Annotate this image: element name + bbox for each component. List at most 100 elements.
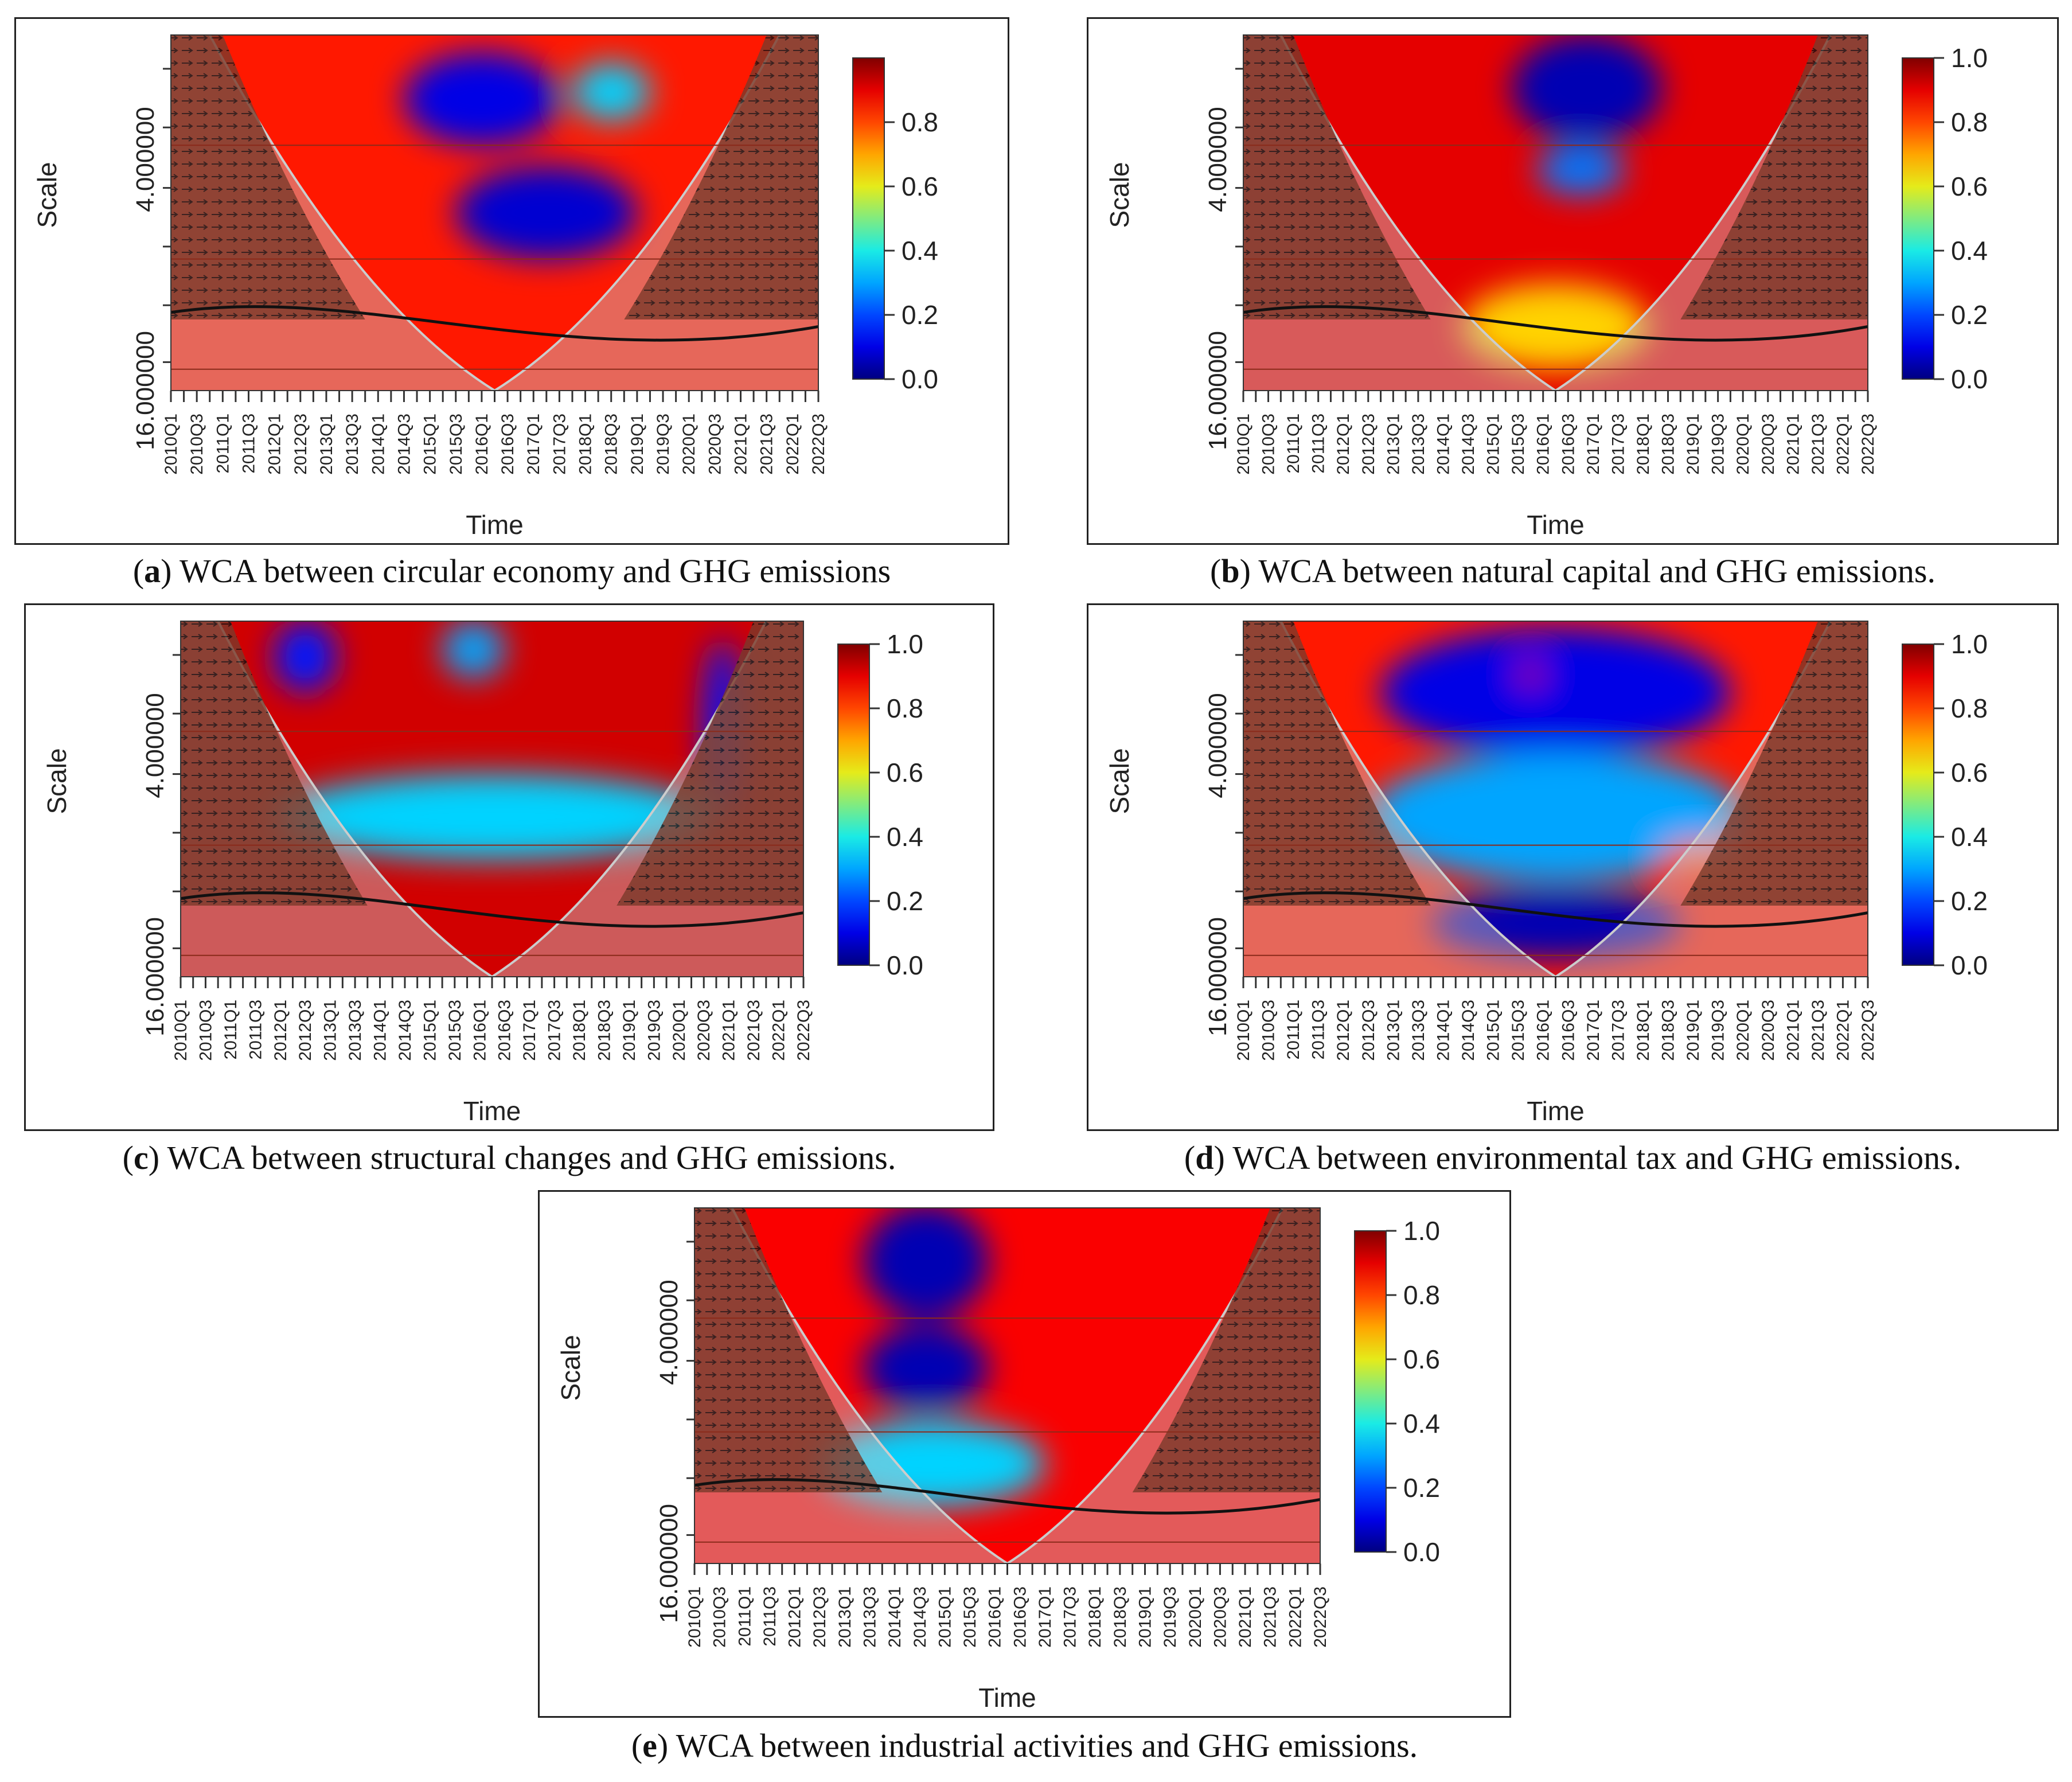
- colorbar-tick-label: 0.4: [1951, 236, 1988, 266]
- coherence-region-3: [274, 774, 711, 860]
- colorbar-tick-label: 0.4: [902, 236, 938, 266]
- colorbar-tick-label: 0.6: [1403, 1344, 1440, 1374]
- x-tick-label: 2020Q1: [670, 1000, 689, 1061]
- phase-arrows-right: [1680, 35, 1868, 319]
- significance-contour: [181, 891, 803, 928]
- x-axis-label: Time: [978, 1683, 1036, 1713]
- x-tick-label: 2013Q1: [1384, 1000, 1403, 1061]
- x-tick-label: 2014Q3: [396, 1000, 415, 1061]
- x-tick-label: 2010Q3: [188, 414, 206, 475]
- x-tick-label: 2012Q3: [1359, 414, 1378, 475]
- x-tick-label: 2020Q3: [1759, 1000, 1778, 1061]
- colorbar: [852, 57, 885, 380]
- x-tick-label: 2020Q1: [1734, 1000, 1753, 1061]
- caption-a-text: WCA between circular economy and GHG emi…: [179, 552, 891, 590]
- x-tick-label: 2014Q1: [1434, 1000, 1453, 1061]
- coherence-region-3: [455, 166, 637, 259]
- x-tick-label: 2017Q1: [1584, 414, 1603, 475]
- x-tick-label: 2010Q1: [171, 1000, 190, 1061]
- x-tick-label: 2021Q1: [720, 1000, 739, 1061]
- y-axis-label: Scale: [32, 162, 62, 228]
- wca-chart-d: 4.000000 16.000000 Scale 2010Q1 2010Q3 2011Q1…: [1105, 621, 1988, 1126]
- colorbar-tick-label: 0.6: [887, 758, 923, 787]
- phase-arrows-left: [181, 621, 368, 906]
- x-tick-label: 2010Q1: [1234, 1000, 1253, 1061]
- x-tick-label: 2015Q1: [420, 1000, 439, 1061]
- colorbar-tick-label: 0.8: [1403, 1280, 1440, 1310]
- x-tick-label: 2022Q1: [1833, 414, 1852, 475]
- x-tick-label: 2017Q3: [1061, 1586, 1080, 1648]
- colorbar-tick-label: 1.0: [1951, 629, 1988, 659]
- colorbar-tick-label: 0.2: [902, 300, 938, 330]
- coherence-region-3: [1462, 284, 1649, 369]
- x-tick-label: 2021Q1: [1784, 1000, 1802, 1061]
- x-tick-label: 2011Q1: [221, 1000, 240, 1060]
- x-tick-label: 2013Q3: [1409, 1000, 1428, 1061]
- colorbar-tick-label: 0.0: [1403, 1537, 1440, 1567]
- cone-of-influence-line: [731, 1208, 1284, 1563]
- x-axis-label: Time: [1527, 1096, 1585, 1126]
- x-tick-label: 2020Q3: [694, 1000, 713, 1061]
- x-tick-label: 2011Q3: [1309, 414, 1328, 474]
- significance-contour: [694, 1478, 1320, 1515]
- x-tick-label: 2012Q1: [1334, 414, 1353, 475]
- x-tick-label: 2014Q3: [911, 1586, 930, 1648]
- coherence-region-1: [863, 1208, 989, 1319]
- caption-e-letter: e: [642, 1727, 657, 1764]
- colorbar-tick-label: 0.8: [1951, 693, 1988, 723]
- phase-arrows-left: [694, 1208, 883, 1492]
- coherence-region-1: [404, 53, 560, 146]
- x-tick-label: 2021Q1: [1236, 1586, 1255, 1648]
- x-tick-label: 2011Q1: [213, 414, 232, 474]
- x-tick-label: 2010Q3: [196, 1000, 215, 1061]
- coherence-region-3: [1430, 888, 1681, 959]
- x-tick-label: 2013Q1: [1384, 414, 1403, 475]
- cone-of-influence-line: [1279, 621, 1832, 977]
- caption-a: (a) WCA between circular economy and GHG…: [132, 552, 891, 590]
- x-tick-label: 2014Q3: [1459, 414, 1478, 475]
- x-tick-label: 2016Q3: [495, 1000, 514, 1061]
- colorbar-tick-label: 0.0: [902, 364, 938, 394]
- x-tick-label: 2020Q1: [680, 414, 699, 475]
- x-tick-label: 2016Q1: [986, 1586, 1005, 1648]
- colorbar: [1902, 644, 1934, 966]
- x-tick-label: 2021Q3: [758, 414, 776, 475]
- x-tick-label: 2011Q1: [1284, 1000, 1303, 1060]
- y-tick-label: 16.000000: [1204, 917, 1232, 1036]
- x-tick-label: 2021Q3: [1809, 1000, 1828, 1061]
- coherence-region-1: [1380, 628, 1731, 757]
- colorbar-tick-label: 0.8: [1951, 107, 1988, 137]
- x-tick-label: 2014Q1: [1434, 414, 1453, 475]
- x-tick-label: 2011Q1: [735, 1586, 754, 1647]
- x-tick-label: 2012Q1: [1334, 1000, 1353, 1061]
- caption-e: (e) WCA between industrial activities an…: [631, 1727, 1418, 1764]
- x-tick-label: 2012Q3: [296, 1000, 315, 1061]
- wca-chart-e: 4.000000 16.000000 Scale 2010Q1 2010Q3 2011Q1…: [556, 1207, 1440, 1713]
- colorbar-tick-label: 0.2: [1951, 300, 1988, 330]
- colorbar-tick-label: 0.4: [1403, 1409, 1440, 1438]
- x-tick-label: 2020Q3: [705, 414, 724, 475]
- x-tick-label: 2012Q1: [271, 1000, 290, 1061]
- caption-d: (d) WCA between environmental tax and GH…: [1184, 1139, 1962, 1176]
- phase-arrows-left: [1243, 621, 1431, 906]
- x-tick-label: 2015Q3: [1509, 1000, 1528, 1061]
- cone-of-influence-line: [208, 35, 781, 391]
- x-tick-label: 2022Q3: [809, 414, 828, 475]
- y-tick-label: 4.000000: [141, 693, 169, 798]
- phase-arrows-left: [1243, 35, 1431, 319]
- x-tick-label: 2022Q3: [1311, 1586, 1330, 1648]
- x-tick-label: 2017Q1: [520, 1000, 539, 1061]
- x-tick-label: 2015Q1: [1484, 1000, 1503, 1061]
- x-tick-label: 2018Q3: [1111, 1586, 1130, 1648]
- coherence-region-2: [863, 1325, 989, 1411]
- colorbar-tick-label: 0.2: [887, 886, 923, 916]
- x-tick-label: 2013Q1: [836, 1586, 854, 1648]
- x-tick-label: 2020Q1: [1186, 1586, 1205, 1648]
- x-tick-label: 2021Q3: [744, 1000, 763, 1061]
- x-tick-label: 2014Q3: [395, 414, 413, 475]
- y-tick-label: 16.000000: [1204, 331, 1232, 450]
- x-tick-label: 2019Q1: [1684, 1000, 1703, 1061]
- x-tick-label: 2016Q3: [498, 414, 517, 475]
- x-tick-label: 2019Q3: [645, 1000, 664, 1061]
- x-tick-label: 2013Q1: [321, 1000, 340, 1061]
